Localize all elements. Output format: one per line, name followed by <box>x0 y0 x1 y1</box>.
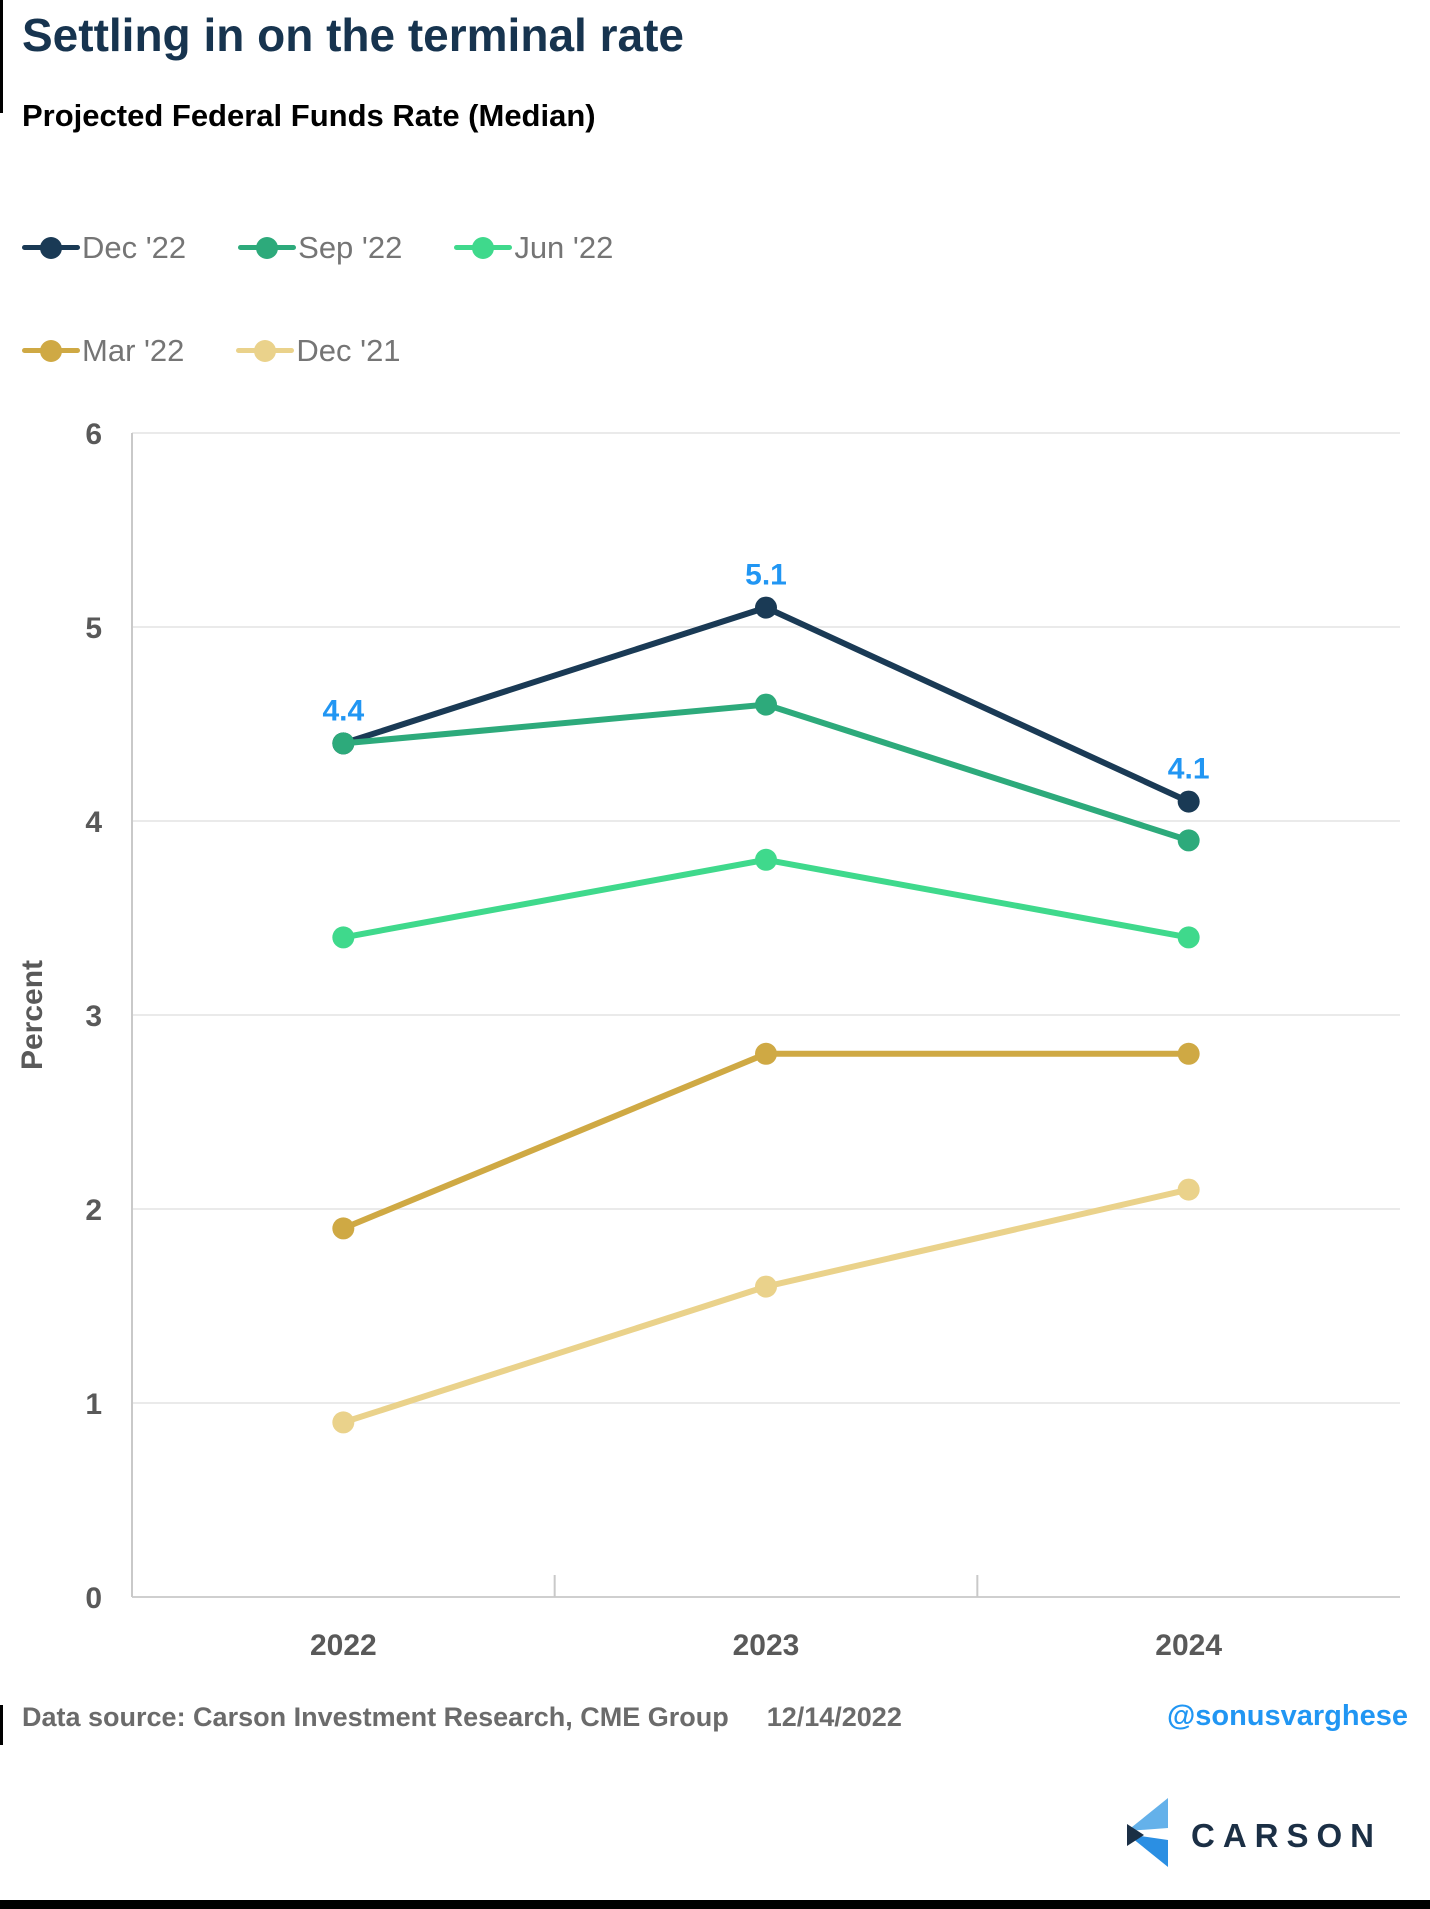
x-tick-label-2022: 2022 <box>310 1629 377 1662</box>
bottom-bar <box>0 1900 1430 1909</box>
y-tick-label-2: 2 <box>85 1194 102 1227</box>
legend-marker-icon <box>236 340 295 362</box>
data-point <box>1177 1178 1200 1201</box>
carson-logo-icon <box>1127 1798 1168 1867</box>
data-point <box>1177 1042 1200 1065</box>
series-line-mar-22 <box>340 1050 1192 1232</box>
carson-logo-text: CARSON <box>1191 1816 1383 1854</box>
data-point <box>1177 926 1200 949</box>
chart-title: Settling in on the terminal rate <box>22 9 684 61</box>
legend-marker-icon <box>238 237 297 259</box>
point-label: 5.1 <box>745 559 787 592</box>
x-tick-label-2023: 2023 <box>733 1629 800 1662</box>
footer-edge-rule <box>0 1705 3 1745</box>
legend-label: Sep '22 <box>298 230 403 265</box>
data-point <box>755 848 777 871</box>
data-point <box>332 732 355 755</box>
data-source: Data source: Carson Investment Research,… <box>22 1702 902 1733</box>
legend-marker-icon <box>22 237 80 259</box>
y-tick-label-4: 4 <box>85 806 102 839</box>
x-tick-label-2024: 2024 <box>1155 1629 1222 1662</box>
data-point <box>1177 790 1200 813</box>
y-axis-title: Percent <box>16 960 49 1070</box>
legend-item-mar-22: Mar '22 <box>22 333 184 369</box>
y-tick-label-3: 3 <box>85 1000 102 1033</box>
legend-label: Dec '22 <box>82 230 187 265</box>
point-label: 4.1 <box>1168 753 1210 786</box>
data-point <box>332 1411 355 1434</box>
data-point <box>755 693 777 716</box>
legend-marker-icon <box>454 237 513 259</box>
series-line-jun-22 <box>340 856 1192 941</box>
chart-subtitle: Projected Federal Funds Rate (Median) <box>22 98 596 133</box>
data-point <box>332 1217 355 1240</box>
legend-row: Dec '22 Sep '22 Jun '22 <box>22 230 665 266</box>
y-tick-label-1: 1 <box>85 1388 102 1421</box>
series-line-sep-22 <box>340 701 1192 844</box>
line-chart: 0 1 2 3 4 5 6 2022 2023 2024 Percent 4.4 5.1 4.1 <box>16 418 1400 1662</box>
data-point <box>755 1042 777 1065</box>
data-point <box>1177 829 1200 852</box>
carson-logo: CARSON <box>1126 1798 1382 1867</box>
point-label: 4.4 <box>322 694 364 727</box>
y-tick-label-0: 0 <box>85 1582 102 1615</box>
legend-row: Mar '22 Dec '21 <box>22 333 665 369</box>
series-line-dec-21 <box>340 1186 1192 1426</box>
footer: Data source: Carson Investment Research,… <box>0 1700 1430 1752</box>
chart-area: 0 1 2 3 4 5 6 2022 2023 2024 Percent 4.4 5.1 4.1 <box>0 400 1430 1700</box>
data-point <box>755 596 777 619</box>
data-point <box>332 926 355 949</box>
legend-item-dec-22: Dec '22 <box>22 230 186 266</box>
legend-label: Dec '21 <box>296 333 401 368</box>
legend-label: Jun '22 <box>514 230 614 265</box>
footer-date: 12/14/2022 <box>766 1702 902 1732</box>
legend-item-sep-22: Sep '22 <box>238 230 402 266</box>
legend: Dec '22 Sep '22 Jun '22 Mar '22 Dec '21 <box>22 230 665 436</box>
y-tick-label-5: 5 <box>85 612 102 645</box>
legend-item-dec-21: Dec '21 <box>236 333 401 369</box>
legend-marker-icon <box>22 340 80 362</box>
y-tick-label-6: 6 <box>85 418 102 451</box>
legend-label: Mar '22 <box>82 333 185 368</box>
data-source-text: Data source: Carson Investment Research,… <box>22 1702 729 1732</box>
data-point <box>755 1275 777 1298</box>
legend-item-jun-22: Jun '22 <box>454 230 613 266</box>
twitter-handle[interactable]: @sonusvarghese <box>1166 1700 1408 1732</box>
top-left-edge-rule <box>0 0 3 113</box>
